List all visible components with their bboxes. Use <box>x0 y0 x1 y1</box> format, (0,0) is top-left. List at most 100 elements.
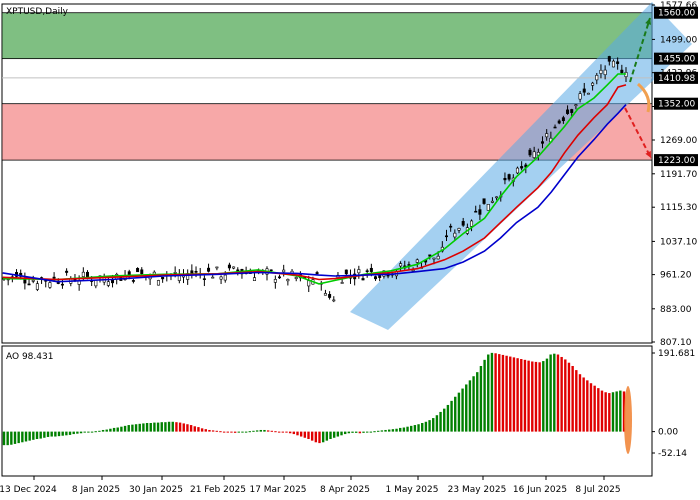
ao-bar <box>380 430 384 432</box>
ao-bar <box>208 429 211 432</box>
ao-bar <box>90 431 94 433</box>
ao-bar <box>516 358 519 432</box>
pivot-marker <box>636 82 651 113</box>
candle-body <box>449 225 453 228</box>
ao-bar <box>79 431 83 434</box>
ao-bar <box>277 431 281 433</box>
candle-body <box>294 277 298 279</box>
ao-bar <box>142 423 145 432</box>
ao-bar <box>582 377 585 432</box>
ao-bar <box>13 431 17 444</box>
ao-bar <box>527 360 530 432</box>
ao-bar <box>171 421 174 432</box>
ao-bar <box>134 424 138 432</box>
ao-bar <box>435 415 439 432</box>
ao-bar <box>501 354 505 432</box>
ao-bar <box>87 431 90 433</box>
candle-body <box>428 254 432 257</box>
price-tag-label: 1560.00 <box>658 9 695 19</box>
candle-body <box>595 74 599 81</box>
candle-body <box>278 276 282 279</box>
ao-bar <box>215 430 218 432</box>
ao-bar <box>439 411 442 432</box>
ao-bar <box>123 425 127 432</box>
ao-bar <box>299 431 303 437</box>
candle-body <box>486 203 490 211</box>
y-tick-label: 883.00 <box>660 305 692 315</box>
candle-body <box>202 278 206 280</box>
candle-body <box>328 294 332 298</box>
ao-bar <box>465 384 468 432</box>
ao-bar <box>600 390 604 432</box>
ao-bar <box>424 421 428 432</box>
ao-bar <box>351 431 354 433</box>
candle-body <box>582 88 586 93</box>
candle-body <box>545 133 549 138</box>
ao-bar <box>354 431 358 433</box>
ao-bar <box>443 408 446 432</box>
ao-bar <box>24 431 28 442</box>
ao-bar <box>145 423 149 432</box>
ao-bar <box>318 431 321 444</box>
ao-bar <box>32 431 35 440</box>
candle-body <box>227 264 231 269</box>
ao-bar <box>589 383 593 432</box>
ao-bar <box>358 431 362 434</box>
candle-body <box>269 269 273 272</box>
ao-bar <box>54 431 57 437</box>
up-forecast-arrow-head <box>645 18 652 25</box>
ao-bar <box>116 427 119 432</box>
ao-bar <box>57 431 61 437</box>
candle-body <box>457 228 461 231</box>
ao-bar <box>523 359 527 432</box>
candle-body <box>323 293 327 296</box>
ao-bar <box>571 365 574 432</box>
ao-bar <box>421 423 424 432</box>
ao-bar <box>127 425 130 432</box>
resistance-zone <box>1 12 653 60</box>
ao-bar <box>413 425 417 432</box>
ao-bar <box>178 422 182 432</box>
ao-bar <box>619 390 622 432</box>
candle-body <box>361 278 365 281</box>
ao-bar <box>263 429 266 432</box>
x-tick-label: 23 May 2025 <box>448 485 507 495</box>
y-tick-label: 1191.70 <box>660 170 697 180</box>
candle-body <box>536 152 540 156</box>
candle-body <box>194 271 198 273</box>
candle-body <box>332 299 336 302</box>
ao-bar <box>156 422 160 432</box>
ao-bar <box>329 431 332 439</box>
y-tick-label: 1499.00 <box>660 35 697 45</box>
candle-body <box>282 269 286 273</box>
candle-body <box>106 281 110 286</box>
ao-bar <box>76 431 79 434</box>
ao-bar <box>50 431 53 437</box>
ao-bar <box>10 431 13 445</box>
ao-bar <box>255 430 259 432</box>
ao-bar <box>567 362 571 432</box>
candle-body <box>286 279 290 282</box>
candle-body <box>94 280 98 287</box>
ao-title: AO 98.431 <box>6 352 53 362</box>
ao-bar <box>362 431 365 433</box>
ao-bar <box>83 431 86 433</box>
ao-bar <box>490 352 494 432</box>
ao-bar <box>189 425 193 432</box>
candle-body <box>603 69 607 76</box>
ao-bar <box>542 361 545 432</box>
ao-bar <box>454 396 457 432</box>
candle-body <box>131 280 135 282</box>
ao-bar <box>149 423 152 432</box>
ao-bar <box>43 431 46 438</box>
ao-bar <box>472 376 475 432</box>
candle-body <box>136 268 140 273</box>
ao-y-tick-label: 191.681 <box>658 349 695 359</box>
ao-bar <box>226 431 229 433</box>
candle-body <box>378 275 382 278</box>
ao-bar <box>325 431 329 441</box>
ao-bar <box>2 431 6 446</box>
candle-body <box>27 283 31 286</box>
candle-body <box>444 235 448 238</box>
ao-bar <box>494 353 497 432</box>
